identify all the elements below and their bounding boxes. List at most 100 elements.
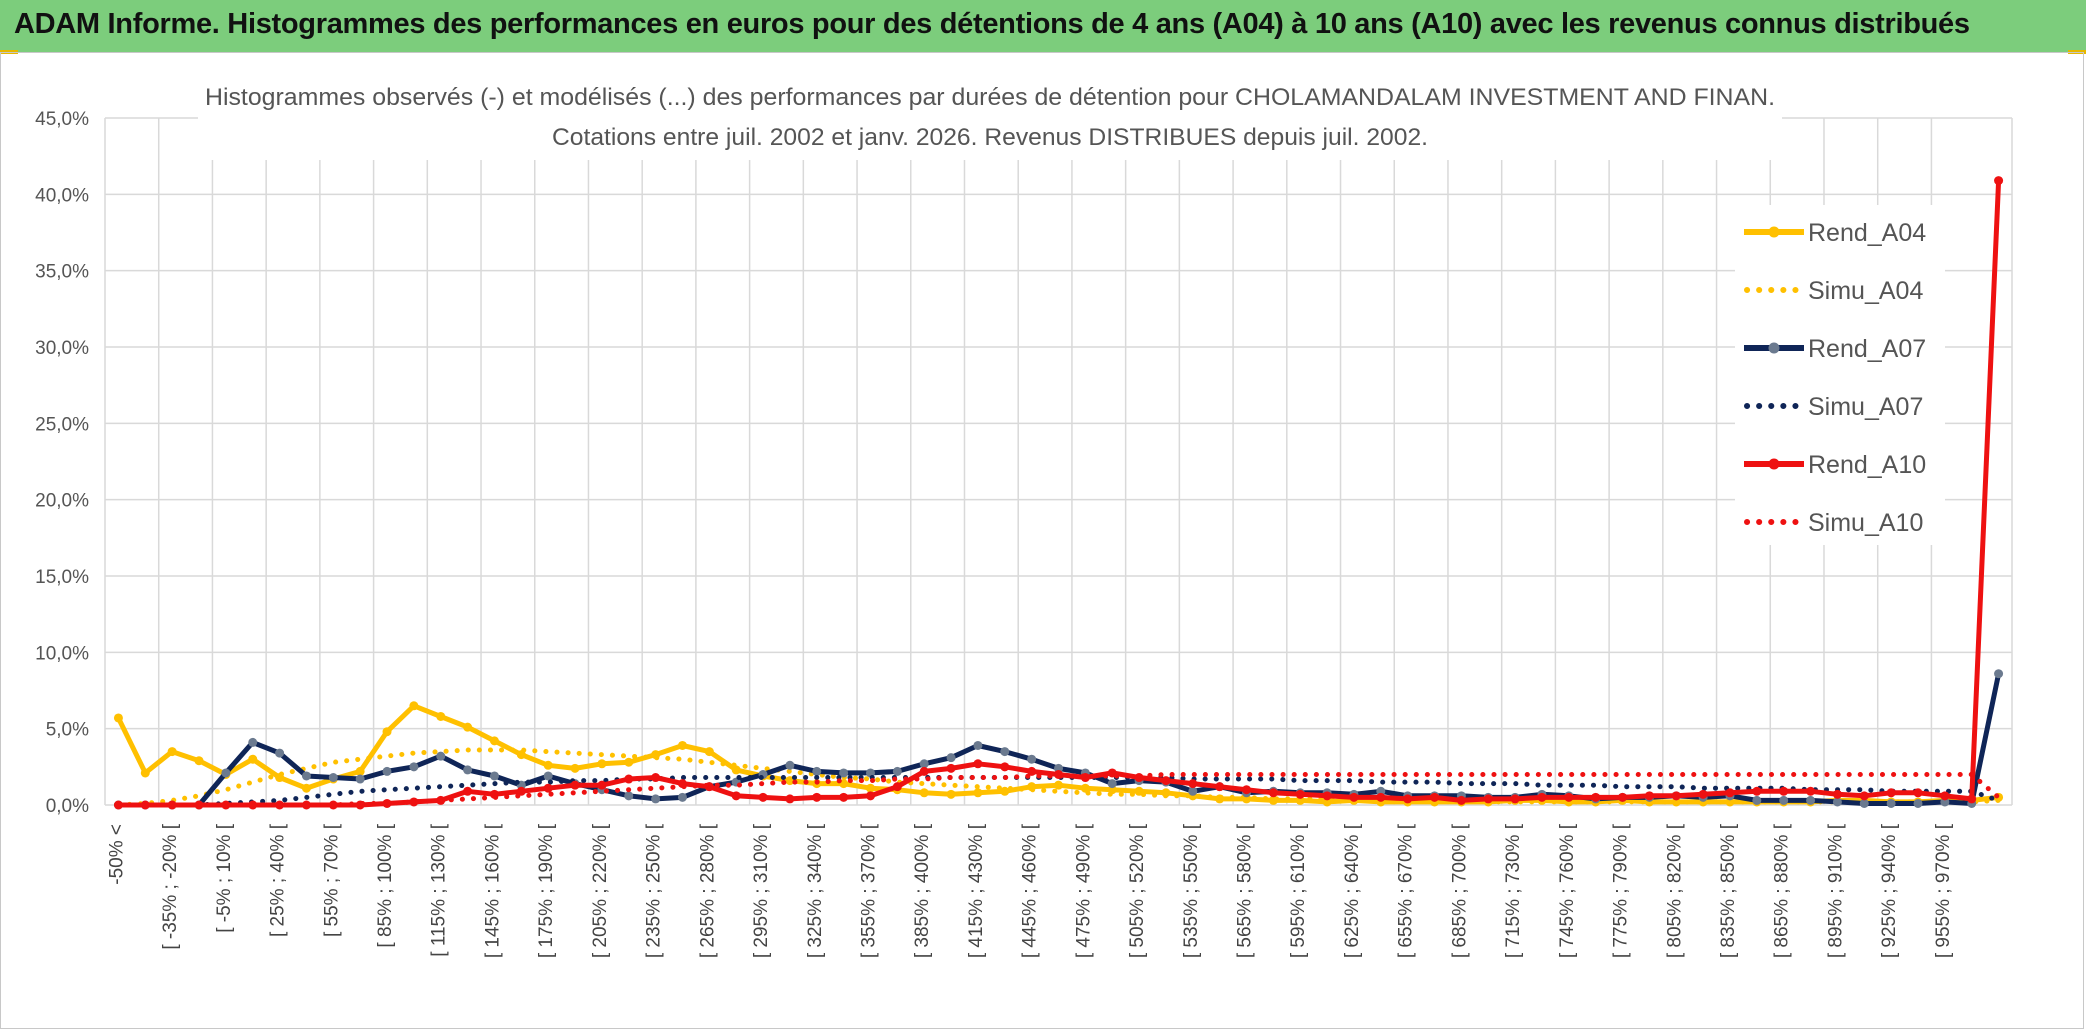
data-point-Rend_A07 bbox=[409, 762, 419, 772]
chart-title: Histogrammes observés (-) et modélisés (… bbox=[205, 84, 1775, 111]
x-tick-label: [ -5% ; 10% [ bbox=[214, 823, 235, 932]
legend-marker-Rend_A10 bbox=[1768, 458, 1780, 470]
data-point-Rend_A04 bbox=[973, 788, 983, 798]
data-point-Rend_A10 bbox=[1349, 792, 1359, 802]
data-point-Rend_A10 bbox=[651, 773, 661, 783]
y-tick-label: 30,0% bbox=[35, 338, 89, 359]
data-point-Rend_A10 bbox=[1376, 792, 1386, 802]
data-point-Rend_A04 bbox=[543, 760, 553, 770]
data-point-Rend_A10 bbox=[1564, 792, 1574, 802]
data-point-Rend_A10 bbox=[1940, 791, 1950, 801]
data-point-Rend_A04 bbox=[1054, 780, 1063, 790]
data-point-Rend_A10 bbox=[1618, 792, 1628, 802]
data-point-Rend_A07 bbox=[812, 766, 822, 776]
x-tick-label: [ 595% ; 610% [ bbox=[1288, 823, 1309, 958]
data-point-Rend_A10 bbox=[865, 791, 875, 801]
y-axis: 0,0% 5,0% 10,0% 15,0% 20,0% 25,0% 30,0% 35,0% 40… bbox=[35, 109, 89, 817]
data-point-Rend_A04 bbox=[919, 788, 929, 798]
data-point-Rend_A07 bbox=[248, 737, 258, 747]
x-tick-label: [ 775% ; 790% [ bbox=[1611, 823, 1632, 958]
data-point-Rend_A04 bbox=[946, 789, 956, 799]
legend-label-Simu_A07: Simu_A07 bbox=[1808, 393, 1923, 421]
data-point-Rend_A10 bbox=[1779, 786, 1789, 796]
data-point-Rend_A07 bbox=[1752, 795, 1762, 805]
data-point-Rend_A07 bbox=[1779, 795, 1789, 805]
x-tick-label: [ 835% ; 850% [ bbox=[1718, 823, 1739, 958]
data-point-Rend_A07 bbox=[543, 771, 553, 781]
data-point-Rend_A10 bbox=[1510, 794, 1520, 804]
x-tick-label: [ 805% ; 820% [ bbox=[1664, 823, 1685, 958]
data-point-Rend_A04 bbox=[1000, 786, 1010, 796]
data-point-Rend_A07 bbox=[463, 765, 473, 775]
x-tick-label: [ 295% ; 310% [ bbox=[751, 823, 772, 958]
data-point-Rend_A04 bbox=[731, 765, 741, 775]
data-point-Rend_A07 bbox=[328, 773, 338, 783]
data-point-Rend_A10 bbox=[946, 763, 956, 773]
series-line-Simu_A04 bbox=[115, 747, 2002, 808]
series-layer bbox=[113, 176, 2004, 810]
x-tick-label: [ 115% ; 130% [ bbox=[429, 823, 450, 956]
page-title: ADAM Informe. Histogrammes des performan… bbox=[14, 8, 1970, 40]
x-tick-label: [ 925% ; 940% [ bbox=[1879, 823, 1900, 958]
data-point-Rend_A10 bbox=[1752, 786, 1762, 796]
data-point-Rend_A10 bbox=[812, 792, 822, 802]
y-tick-label: 10,0% bbox=[35, 643, 89, 664]
x-tick-label: [ 85% ; 100% [ bbox=[375, 823, 396, 947]
legend-label-Rend_A04: Rend_A04 bbox=[1808, 219, 1926, 247]
data-point-Rend_A10 bbox=[1242, 785, 1252, 795]
data-point-Rend_A07 bbox=[785, 760, 795, 770]
data-point-Rend_A04 bbox=[382, 727, 392, 737]
x-tick-label: [ 445% ; 460% [ bbox=[1020, 823, 1041, 958]
legend-label-Rend_A10: Rend_A10 bbox=[1808, 451, 1926, 479]
data-point-Rend_A10 bbox=[919, 766, 929, 776]
data-point-Rend_A04 bbox=[463, 722, 473, 732]
data-point-Rend_A04 bbox=[624, 757, 634, 767]
legend-label-Simu_A10: Simu_A10 bbox=[1808, 509, 1923, 537]
data-point-Rend_A04 bbox=[489, 736, 499, 746]
x-tick-label: [ 715% ; 730% [ bbox=[1503, 823, 1524, 958]
data-point-Rend_A10 bbox=[1886, 788, 1896, 798]
data-point-Rend_A10 bbox=[1698, 789, 1708, 799]
x-tick-label: [ 25% ; 40% [ bbox=[268, 823, 289, 937]
data-point-Rend_A10 bbox=[1806, 786, 1816, 796]
x-tick-label: [ 895% ; 910% [ bbox=[1825, 823, 1846, 958]
grid-lines bbox=[104, 117, 2013, 806]
data-point-Rend_A07 bbox=[275, 748, 285, 758]
data-point-Rend_A10 bbox=[570, 780, 580, 790]
x-tick-label: [ 175% ; 190% [ bbox=[536, 823, 557, 958]
x-tick-label: [ 625% ; 640% [ bbox=[1342, 823, 1363, 958]
legend-marker-Rend_A07 bbox=[1768, 342, 1780, 354]
data-point-Rend_A10 bbox=[221, 800, 231, 810]
x-tick-label: [ 655% ; 670% [ bbox=[1396, 823, 1417, 958]
legend-label-Rend_A07: Rend_A07 bbox=[1808, 335, 1926, 363]
data-point-Rend_A10 bbox=[328, 800, 338, 810]
data-point-Rend_A10 bbox=[597, 780, 607, 790]
data-point-Rend_A10 bbox=[275, 800, 285, 810]
data-point-Rend_A07 bbox=[624, 791, 634, 801]
data-point-Rend_A10 bbox=[1537, 792, 1547, 802]
x-tick-label: [ 205% ; 220% [ bbox=[590, 823, 611, 958]
data-point-Rend_A10 bbox=[1000, 762, 1010, 772]
data-point-Rend_A10 bbox=[1161, 776, 1171, 786]
legend-marker-Rend_A04 bbox=[1768, 226, 1780, 238]
x-tick-label: [ 535% ; 550% [ bbox=[1181, 823, 1202, 958]
y-tick-label: 0,0% bbox=[46, 796, 89, 817]
data-point-Rend_A04 bbox=[167, 747, 177, 757]
data-point-Rend_A10 bbox=[1295, 789, 1305, 799]
y-tick-label: 5,0% bbox=[46, 720, 89, 741]
data-point-Rend_A07 bbox=[919, 759, 929, 769]
data-point-Rend_A04 bbox=[704, 747, 714, 757]
data-point-Rend_A04 bbox=[248, 754, 258, 764]
data-point-Rend_A07 bbox=[355, 774, 365, 784]
data-point-Rend_A10 bbox=[543, 783, 553, 793]
data-point-Rend_A10 bbox=[1215, 782, 1225, 792]
x-tick-label: [ 235% ; 250% [ bbox=[644, 823, 665, 958]
data-point-Rend_A07 bbox=[1027, 754, 1037, 764]
data-point-Rend_A04 bbox=[570, 763, 580, 773]
data-point-Rend_A07 bbox=[677, 792, 687, 802]
data-point-Rend_A04 bbox=[194, 756, 204, 766]
data-point-Rend_A10 bbox=[758, 792, 768, 802]
data-point-Rend_A10 bbox=[1671, 791, 1681, 801]
data-point-Rend_A07 bbox=[1832, 797, 1842, 807]
x-tick-label: [ 385% ; 400% [ bbox=[912, 823, 933, 958]
